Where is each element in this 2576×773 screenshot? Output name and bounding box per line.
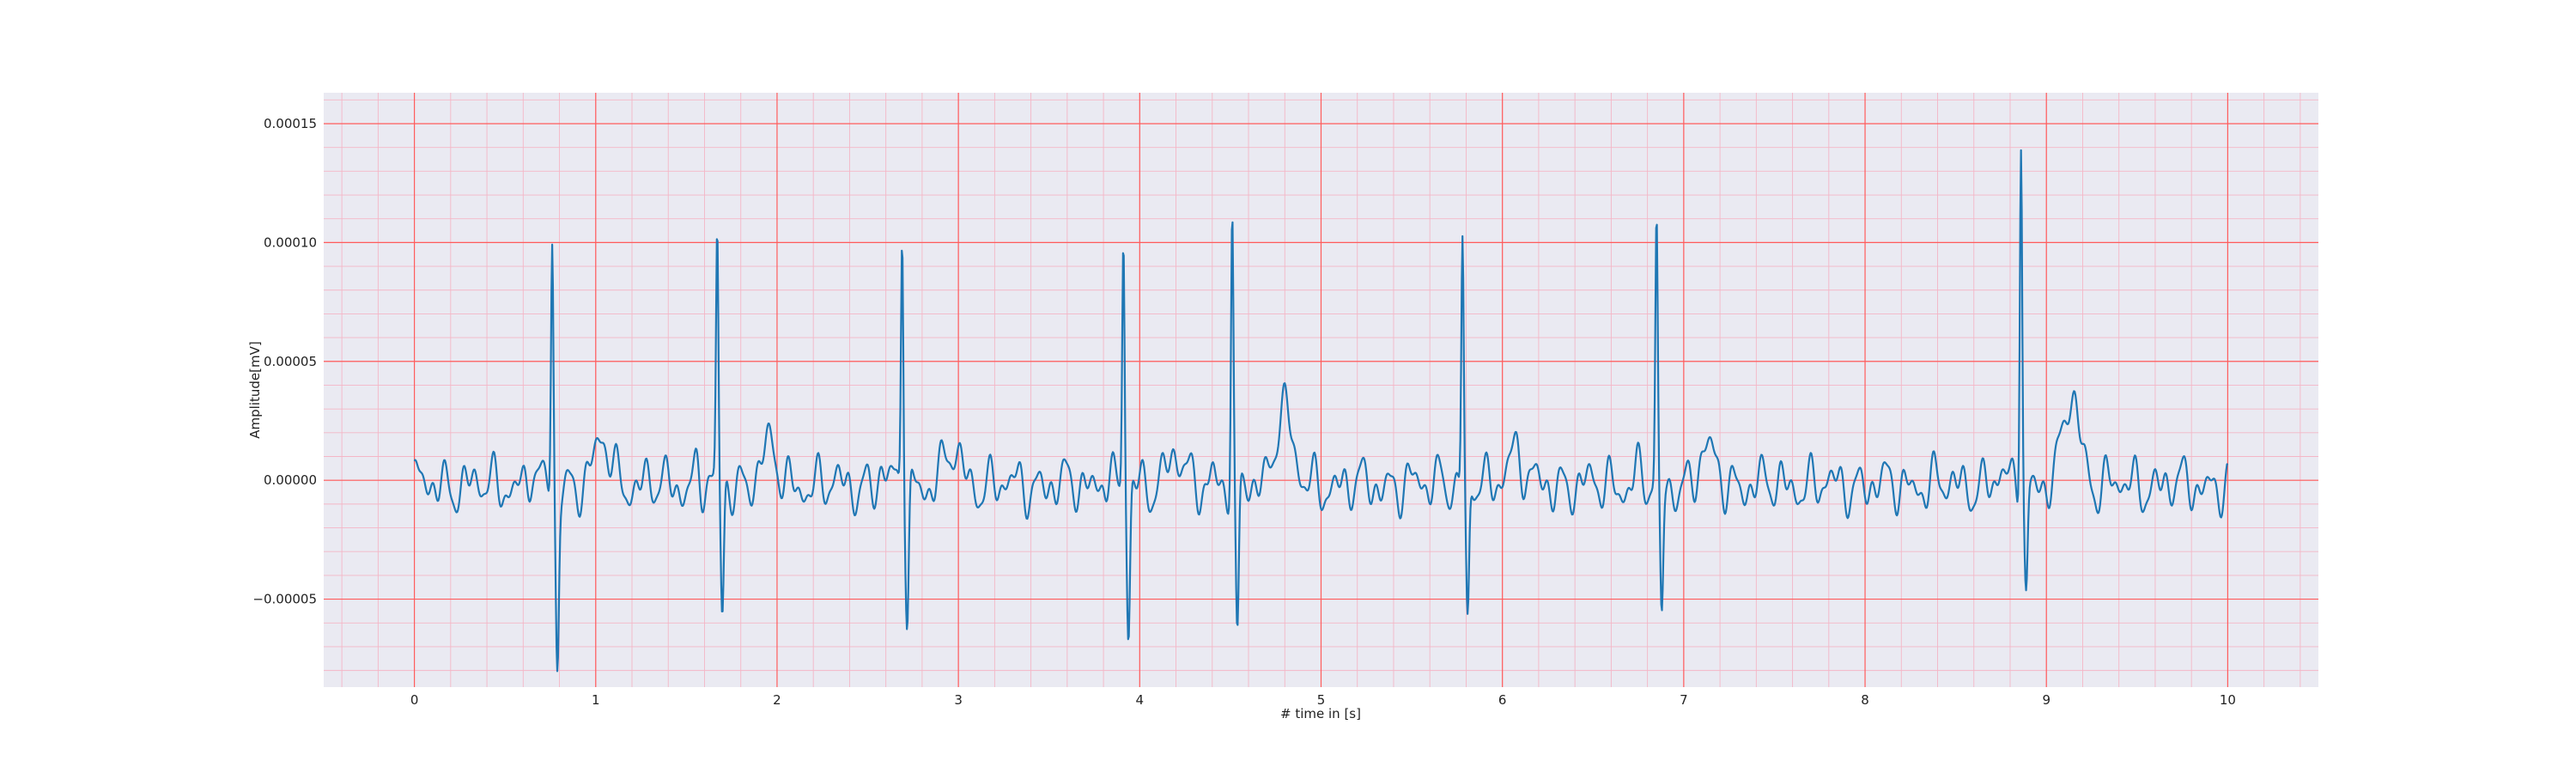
x-tick-label: 0 xyxy=(410,692,419,708)
major-grid xyxy=(324,93,2318,687)
y-tick-label: 0.00000 xyxy=(264,472,317,488)
x-tick-label: 4 xyxy=(1136,692,1145,708)
x-axis-label: # time in [s] xyxy=(1280,706,1361,721)
x-tick-label: 7 xyxy=(1680,692,1688,708)
x-tick-label: 2 xyxy=(773,692,781,708)
x-tick-label: 6 xyxy=(1498,692,1507,708)
x-tick-label: 8 xyxy=(1861,692,1869,708)
y-tick-label: 0.00015 xyxy=(264,116,317,131)
x-tick-label: 3 xyxy=(954,692,963,708)
y-axis: −0.00005 0.00000 0.00005 0.00010 0.00015 xyxy=(252,116,317,607)
y-tick-label: 0.00005 xyxy=(264,354,317,369)
x-tick-label: 10 xyxy=(2220,692,2236,708)
x-tick-label: 1 xyxy=(592,692,600,708)
y-axis-label: Amplitude[mV] xyxy=(247,341,263,438)
y-tick-label: 0.00010 xyxy=(264,234,317,250)
signal-layer xyxy=(413,149,2229,673)
x-tick-label: 5 xyxy=(1317,692,1326,708)
x-axis: 0 1 2 3 4 5 6 7 8 9 10 xyxy=(410,692,2236,708)
signal-line xyxy=(413,149,2229,673)
y-tick-label: −0.00005 xyxy=(252,592,317,607)
x-tick-label: 9 xyxy=(2042,692,2050,708)
